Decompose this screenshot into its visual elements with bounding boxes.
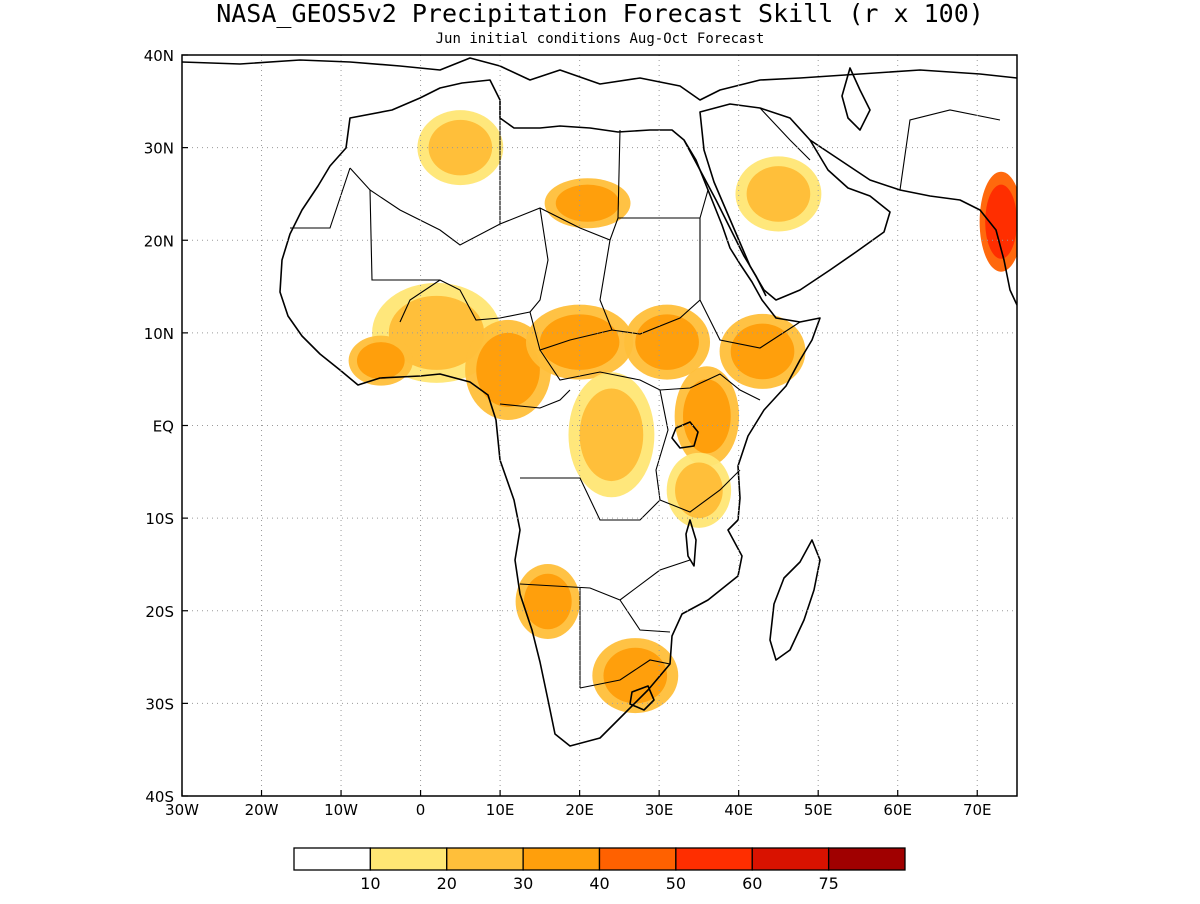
africa-coastline [279,79,821,747]
lake-malawi-outline [685,519,697,567]
border-segment [759,107,811,161]
border-segment [579,659,671,689]
skill-region-core [746,166,811,222]
land-outlines [182,57,1017,747]
lon-tick-label: 70E [963,801,992,819]
legend-label: 20 [437,874,457,893]
lesotho-outline [629,685,655,711]
lon-tick-label: 10W [324,801,358,819]
iran-coastline [809,139,1017,306]
legend-label: 30 [513,874,533,893]
lat-tick-label: 10N [144,325,174,343]
skill-region-ethiopia-somalia [719,313,806,389]
lon-tick-label: 20E [565,801,594,819]
skill-region-congo-basin [568,372,655,498]
border-segment [369,189,440,281]
border-segment [899,109,1001,191]
skill-region-core [985,184,1017,259]
graticule [182,55,1017,796]
legend-swatch [827,847,906,871]
legend-swatch [675,847,753,871]
skill-region-south-sudan [624,304,711,380]
color-legend: 10 20 30 40 50 60 75 [293,847,906,893]
skill-region-core [555,184,620,222]
lat-tick-label: 20S [145,603,174,621]
skill-region-namibia [515,563,581,640]
skill-region-core [523,573,572,630]
longitude-axis: 30W 20W 10W 0 10E 20E 30E 40E 50E 60E 70E [165,790,992,819]
legend-label: 50 [666,874,686,893]
lon-tick-label: 30E [645,801,674,819]
legend-label: 60 [742,874,762,893]
skill-region-core [388,295,485,370]
skill-region-core [683,379,731,454]
border-segment [529,207,549,313]
skill-region-arabia [735,156,822,232]
border-segment [290,167,351,229]
skill-region-core [579,388,644,482]
border-segment [619,599,671,633]
lake-victoria-outline [671,421,699,449]
legend-swatch [598,847,677,871]
lat-tick-label: 10S [145,510,174,528]
lat-tick-label: 40S [145,788,174,806]
skill-region-core [428,119,493,176]
skill-region-tanzania [666,452,732,528]
map-title: NASA_GEOS5v2 Precipitation Forecast Skil… [216,0,984,28]
legend-label: 10 [360,874,380,893]
europe-coastline [182,57,1017,101]
skill-region-east-africa [674,366,740,467]
skill-region-core [603,647,668,704]
legend-swatch [446,847,524,871]
border-segment [699,299,801,349]
skill-region-core [635,314,699,370]
lat-tick-label: 30N [144,140,174,158]
map-subtitle: Jun initial conditions Aug-Oct Forecast [436,31,765,47]
border-segment [520,477,661,521]
lon-tick-label: 0 [416,801,426,819]
skill-region-central-african-rep [525,304,634,380]
lat-tick-label: 20N [144,232,174,250]
skill-region-core [675,462,723,519]
legend-label: 75 [818,874,838,893]
red-sea-line [683,139,767,297]
skill-shading-layer [348,110,1017,714]
skill-region-core [730,323,795,380]
lat-tick-label: EQ [153,418,174,436]
skill-region-core [539,314,620,370]
border-segment [399,279,613,351]
lon-tick-label: 20W [245,801,279,819]
country-borders [290,107,1001,689]
lat-tick-label: 40N [144,47,174,65]
madagascar-outline [769,539,821,661]
legend-label: 40 [589,874,609,893]
legend-swatch [369,847,448,871]
latitude-axis: 40N 30N 20N 10N EQ 10S 20S 30S 40S [144,47,188,806]
skill-region-algeria [417,110,504,186]
lat-tick-label: 30S [145,695,174,713]
skill-region-guinea-coast [348,335,414,386]
caspian-outline [841,67,871,131]
lon-tick-label: 30W [165,801,199,819]
legend-swatch [522,847,601,871]
skill-region-core [356,342,405,380]
skill-region-india-west-coast [979,171,1017,272]
lon-tick-label: 10E [486,801,515,819]
skill-region-south-africa [592,638,679,714]
skill-region-libya-chad [544,178,631,229]
lon-tick-label: 50E [804,801,833,819]
lon-tick-label: 40E [724,801,753,819]
arabia-outline [699,103,891,301]
lon-tick-label: 60E [883,801,912,819]
legend-swatch [293,847,372,871]
legend-swatch [751,847,830,871]
skill-region-core [476,332,540,407]
border-segment [499,389,571,409]
